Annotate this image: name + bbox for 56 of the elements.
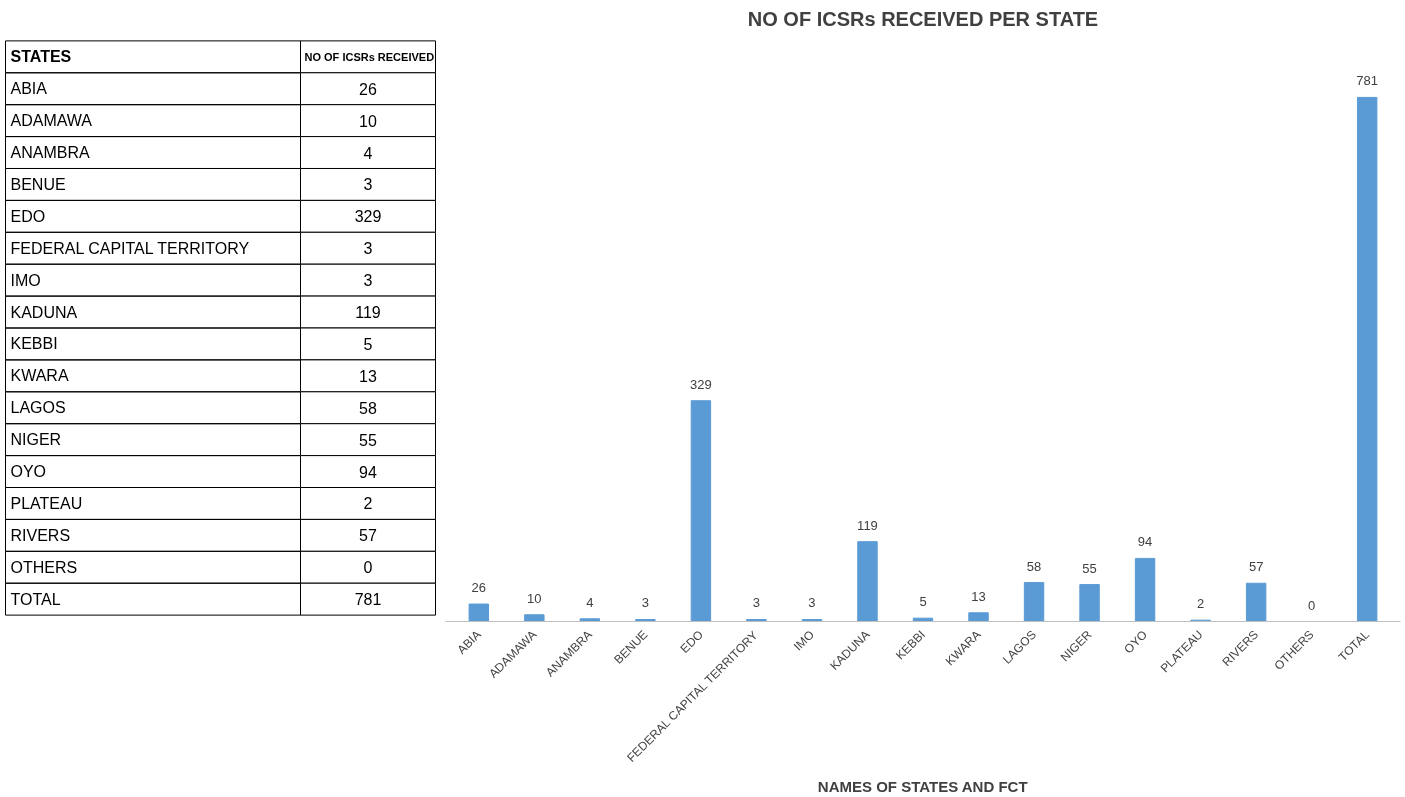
data-label: 58 <box>1026 558 1042 574</box>
x-tick-label: IMO <box>790 627 817 654</box>
y-tick-label: ADAMAWA <box>10 112 93 130</box>
data-label: 329 <box>354 208 382 226</box>
y-tick-label: NIGER <box>10 431 62 449</box>
data-label: 781 <box>354 591 382 609</box>
y-tick-label: KWARA <box>10 367 69 385</box>
data-label: 58 <box>359 399 377 417</box>
y-tick-label: LAGOS <box>10 399 66 417</box>
data-label: 0 <box>363 559 373 577</box>
data-label: 10 <box>527 590 542 606</box>
y-tick-label: PLATEAU <box>10 494 83 512</box>
data-label: 13 <box>359 367 377 385</box>
y-tick-label: OTHERS <box>10 558 78 576</box>
data-label: 4 <box>586 594 594 610</box>
x-tick-label: NO OF ICSRs RECEIVED <box>304 50 435 63</box>
chart-title: NO OF ICSRs RECEIVED PER STATE <box>747 7 1099 30</box>
data-label: 3 <box>363 176 373 194</box>
data-label: 26 <box>471 580 487 596</box>
y-tick-label: ABIA <box>10 80 48 98</box>
data-label: 3 <box>363 272 373 290</box>
data-label: 26 <box>359 80 377 98</box>
data-label: 57 <box>359 527 377 545</box>
y-axis-title: STATES <box>10 48 72 66</box>
data-label: 2 <box>1197 596 1205 612</box>
y-tick-label: RIVERS <box>10 526 71 544</box>
y-tick-label: FEDERAL CAPITAL TERRITORY <box>10 239 250 257</box>
y-tick-label: IMO <box>10 271 41 289</box>
data-label: 0 <box>1308 597 1316 613</box>
data-label: 329 <box>690 376 712 392</box>
data-label: 119 <box>857 517 878 533</box>
data-label: 55 <box>1082 560 1097 576</box>
data-label: 5 <box>919 594 927 610</box>
y-tick-label: OYO <box>10 463 47 481</box>
data-label: 119 <box>355 304 381 322</box>
data-label: 3 <box>641 595 649 611</box>
y-tick-label: KEBBI <box>10 335 58 353</box>
y-tick-label: KADUNA <box>10 303 78 321</box>
data-label: 4 <box>363 144 373 162</box>
data-label: 10 <box>359 112 377 130</box>
y-tick-label: BENUE <box>10 175 66 193</box>
data-label: 3 <box>808 595 816 611</box>
data-label: 3 <box>363 240 373 258</box>
data-label: 55 <box>359 431 377 449</box>
data-label: 5 <box>363 335 373 353</box>
y-tick-label: TOTAL <box>10 590 61 608</box>
data-label: 2 <box>363 495 373 513</box>
data-label: 3 <box>752 595 761 611</box>
x-axis-title: NAMES OF STATES AND FCT <box>817 777 1028 795</box>
data-label: 13 <box>971 588 986 604</box>
data-label: 94 <box>1137 534 1153 550</box>
y-tick-label: EDO <box>10 207 46 225</box>
data-label: 94 <box>359 463 377 481</box>
data-label: 781 <box>1356 73 1379 89</box>
data-label: 57 <box>1248 559 1264 575</box>
y-tick-label: ANAMBRA <box>10 144 90 162</box>
